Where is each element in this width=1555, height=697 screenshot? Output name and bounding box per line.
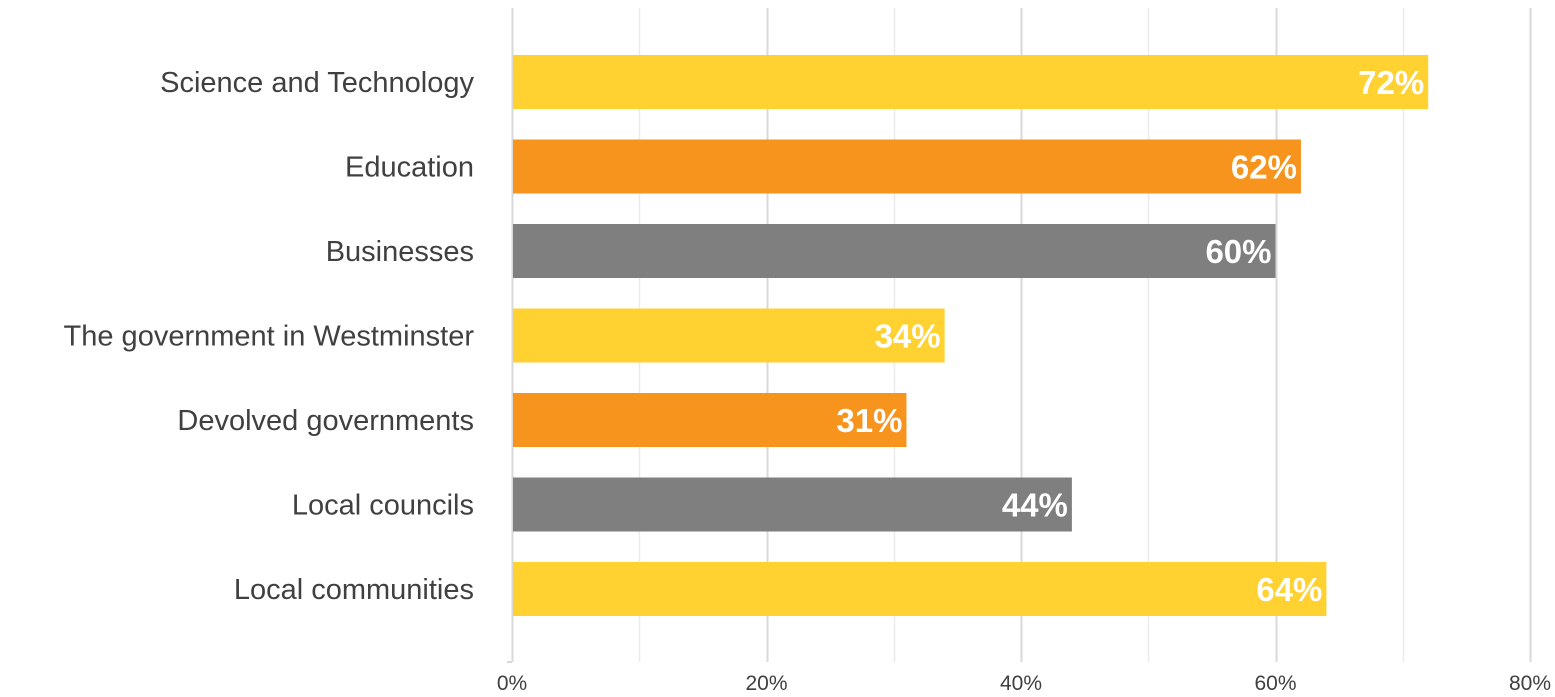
data-labels: 72% 62% 60% 34% 31% 44% 64% <box>836 64 1424 608</box>
category-labels: Science and Technology Education Businesse… <box>64 67 475 606</box>
x-tick-label: 20% <box>745 672 787 695</box>
bar-1 <box>513 139 1301 194</box>
bar-4 <box>513 393 907 447</box>
data-label: 44% <box>1002 487 1068 524</box>
x-axis-tick-labels: 0% 20% 40% 60% 80% <box>497 672 1551 695</box>
category-label: Businesses <box>326 236 474 268</box>
gridlines <box>507 8 1532 663</box>
bars <box>513 55 1429 616</box>
category-label: The government in Westminster <box>64 321 475 353</box>
x-tick-label: 60% <box>1254 672 1296 695</box>
category-label: Local communities <box>234 574 474 606</box>
x-tick-label: 0% <box>497 672 527 695</box>
bar-0 <box>513 55 1429 109</box>
category-label: Education <box>345 152 474 184</box>
x-tick-label: 80% <box>1509 672 1551 695</box>
category-label: Science and Technology <box>160 67 474 99</box>
bar-5 <box>513 477 1072 532</box>
data-label: 62% <box>1231 149 1297 186</box>
data-label: 31% <box>836 402 902 439</box>
data-label: 64% <box>1256 571 1322 608</box>
bar-3 <box>513 308 945 363</box>
x-tick-label: 40% <box>1000 672 1042 695</box>
data-label: 72% <box>1358 64 1424 101</box>
category-label: Local councils <box>292 490 474 522</box>
data-label: 60% <box>1205 233 1271 270</box>
bar-6 <box>513 562 1327 616</box>
bar-2 <box>513 224 1276 278</box>
category-label: Devolved governments <box>177 405 474 437</box>
data-label: 34% <box>875 318 941 355</box>
